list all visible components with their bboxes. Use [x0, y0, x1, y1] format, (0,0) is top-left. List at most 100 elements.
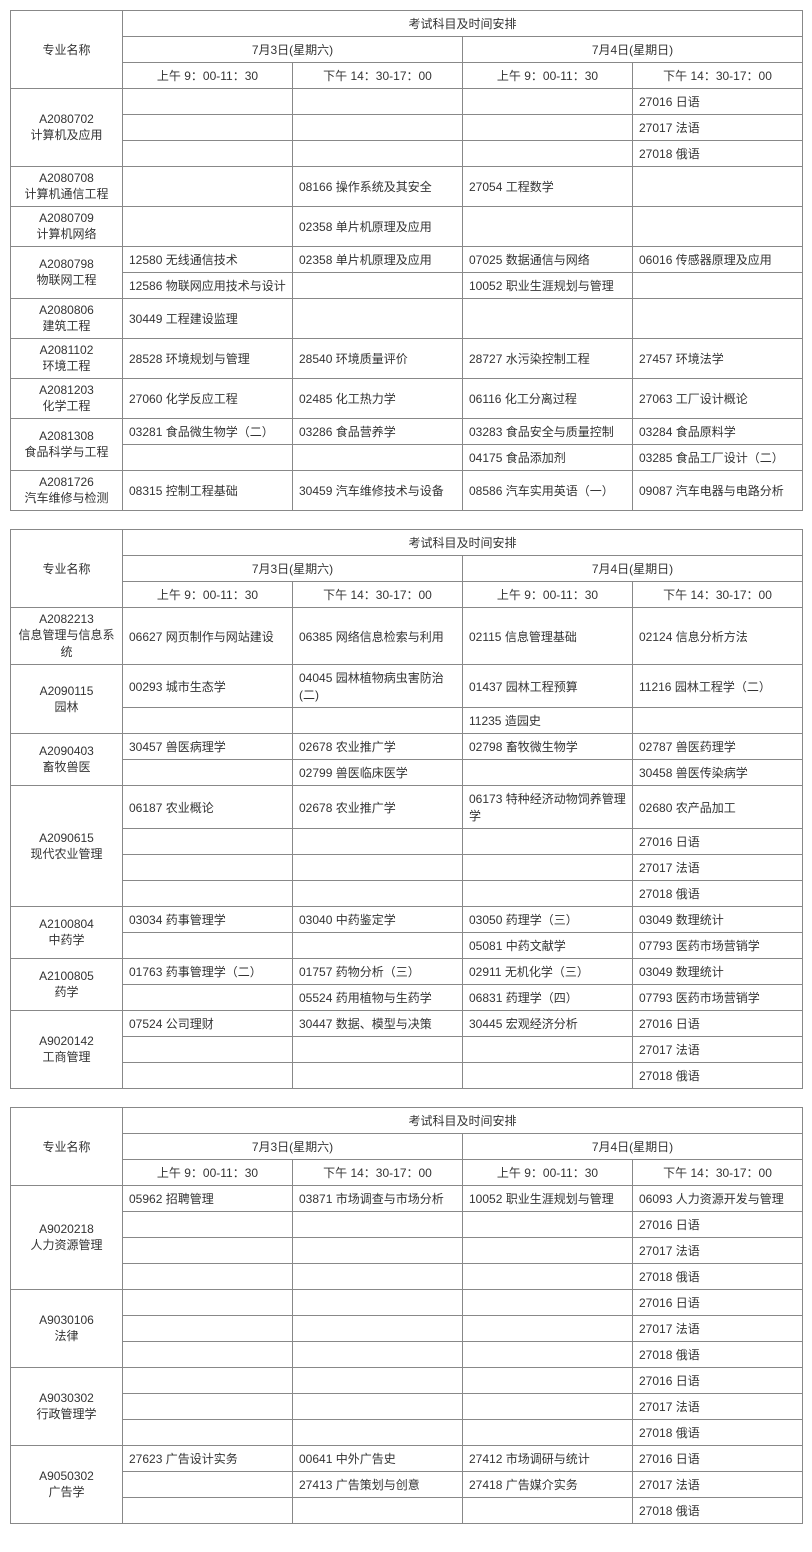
course-cell: 28528 环境规划与管理: [123, 339, 293, 379]
exam-schedule-table-2: 专业名称考试科目及时间安排7月3日(星期六)7月4日(星期日)上午 9：00-1…: [10, 1107, 803, 1524]
table-row: A2100804中药学03034 药事管理学03040 中药鉴定学03050 药…: [11, 907, 803, 933]
exam-schedule-table-1: 专业名称考试科目及时间安排7月3日(星期六)7月4日(星期日)上午 9：00-1…: [10, 529, 803, 1089]
course-cell: 27016 日语: [633, 829, 803, 855]
course-cell: [293, 1212, 463, 1238]
major-name: 信息管理与信息系统: [17, 626, 116, 660]
course-cell: 02115 信息管理基础: [463, 608, 633, 665]
table-row: A2090115园林00293 城市生态学04045 园林植物病虫害防治(二)0…: [11, 665, 803, 708]
course-cell: 05524 药用植物与生药学: [293, 985, 463, 1011]
course-cell: [123, 207, 293, 247]
course-cell: 30458 兽医传染病学: [633, 760, 803, 786]
course-cell: 03284 食品原料学: [633, 419, 803, 445]
table-row: 27017 法语: [11, 1238, 803, 1264]
course-cell: [293, 1037, 463, 1063]
course-cell: [463, 299, 633, 339]
tables-container: 专业名称考试科目及时间安排7月3日(星期六)7月4日(星期日)上午 9：00-1…: [10, 10, 802, 1524]
course-cell: [123, 1420, 293, 1446]
table-row: 27017 法语: [11, 1394, 803, 1420]
course-cell: 27623 广告设计实务: [123, 1446, 293, 1472]
header-slot3: 上午 9：00-11：30: [463, 1160, 633, 1186]
course-cell: 27063 工厂设计概论: [633, 379, 803, 419]
header-day1: 7月3日(星期六): [123, 37, 463, 63]
major-code: A2080709: [17, 211, 116, 225]
course-cell: 27018 俄语: [633, 141, 803, 167]
table-row: A2081308食品科学与工程03281 食品微生物学（二）03286 食品营养…: [11, 419, 803, 445]
course-cell: 02485 化工热力学: [293, 379, 463, 419]
course-cell: 07025 数据通信与网络: [463, 247, 633, 273]
major-cell: A2090615现代农业管理: [11, 786, 123, 907]
course-cell: 28540 环境质量评价: [293, 339, 463, 379]
course-cell: [463, 1037, 633, 1063]
course-cell: 30445 宏观经济分析: [463, 1011, 633, 1037]
major-name: 药学: [17, 983, 116, 1000]
table-row: 27018 俄语: [11, 881, 803, 907]
course-cell: 06016 传感器原理及应用: [633, 247, 803, 273]
course-cell: [123, 167, 293, 207]
course-cell: 30447 数据、模型与决策: [293, 1011, 463, 1037]
course-cell: [463, 1212, 633, 1238]
major-code: A2090403: [17, 744, 116, 758]
major-code: A2081203: [17, 383, 116, 397]
header-schedule: 考试科目及时间安排: [123, 530, 803, 556]
table-row: A2090615现代农业管理06187 农业概论02678 农业推广学06173…: [11, 786, 803, 829]
major-code: A2090615: [17, 831, 116, 845]
header-day1: 7月3日(星期六): [123, 1134, 463, 1160]
course-cell: [293, 115, 463, 141]
table-row: 05524 药用植物与生药学06831 药理学（四）07793 医药市场营销学: [11, 985, 803, 1011]
course-cell: [123, 141, 293, 167]
course-cell: [463, 855, 633, 881]
course-cell: 10052 职业生涯规划与管理: [463, 1186, 633, 1212]
major-name: 中药学: [17, 931, 116, 948]
course-cell: 06831 药理学（四）: [463, 985, 633, 1011]
major-name: 广告学: [17, 1483, 116, 1500]
table-row: A2081203化学工程27060 化学反应工程02485 化工热力学06116…: [11, 379, 803, 419]
header-row-3: 上午 9：00-11：30下午 14：30-17：00上午 9：00-11：30…: [11, 1160, 803, 1186]
course-cell: [463, 760, 633, 786]
table-row: A2090403畜牧兽医30457 兽医病理学02678 农业推广学02798 …: [11, 734, 803, 760]
header-schedule: 考试科目及时间安排: [123, 11, 803, 37]
table-row: A9020142工商管理07524 公司理财30447 数据、模型与决策3044…: [11, 1011, 803, 1037]
course-cell: [123, 1212, 293, 1238]
header-row-1: 专业名称考试科目及时间安排: [11, 530, 803, 556]
header-row-1: 专业名称考试科目及时间安排: [11, 11, 803, 37]
course-cell: 03050 药理学（三）: [463, 907, 633, 933]
course-cell: [123, 445, 293, 471]
course-cell: [123, 760, 293, 786]
course-cell: 02124 信息分析方法: [633, 608, 803, 665]
header-slot1: 上午 9：00-11：30: [123, 582, 293, 608]
course-cell: 09087 汽车电器与电路分析: [633, 471, 803, 511]
course-cell: 27017 法语: [633, 1472, 803, 1498]
header-row-2: 7月3日(星期六)7月4日(星期日): [11, 1134, 803, 1160]
major-name: 行政管理学: [17, 1405, 116, 1422]
table-row: A2080708计算机通信工程08166 操作系统及其安全27054 工程数学: [11, 167, 803, 207]
course-cell: 27016 日语: [633, 1212, 803, 1238]
major-code: A2082213: [17, 612, 116, 626]
course-cell: [293, 141, 463, 167]
header-row-3: 上午 9：00-11：30下午 14：30-17：00上午 9：00-11：30…: [11, 63, 803, 89]
course-cell: [463, 115, 633, 141]
course-cell: 27018 俄语: [633, 881, 803, 907]
header-row-3: 上午 9：00-11：30下午 14：30-17：00上午 9：00-11：30…: [11, 582, 803, 608]
course-cell: 03281 食品微生物学（二）: [123, 419, 293, 445]
major-cell: A9050302广告学: [11, 1446, 123, 1524]
course-cell: [123, 89, 293, 115]
table-row: 27018 俄语: [11, 141, 803, 167]
header-slot1: 上午 9：00-11：30: [123, 63, 293, 89]
course-cell: 07524 公司理财: [123, 1011, 293, 1037]
course-cell: [123, 1316, 293, 1342]
course-cell: [463, 1290, 633, 1316]
course-cell: [293, 855, 463, 881]
major-code: A9050302: [17, 1469, 116, 1483]
course-cell: [293, 1342, 463, 1368]
header-row-2: 7月3日(星期六)7月4日(星期日): [11, 556, 803, 582]
table-row: 27016 日语: [11, 829, 803, 855]
course-cell: 27016 日语: [633, 1446, 803, 1472]
major-cell: A2080806建筑工程: [11, 299, 123, 339]
header-slot2: 下午 14：30-17：00: [293, 63, 463, 89]
header-slot1: 上午 9：00-11：30: [123, 1160, 293, 1186]
table-row: 02799 兽医临床医学30458 兽医传染病学: [11, 760, 803, 786]
table-row: A2080709计算机网络02358 单片机原理及应用: [11, 207, 803, 247]
course-cell: [123, 829, 293, 855]
header-schedule: 考试科目及时间安排: [123, 1108, 803, 1134]
course-cell: [463, 1264, 633, 1290]
